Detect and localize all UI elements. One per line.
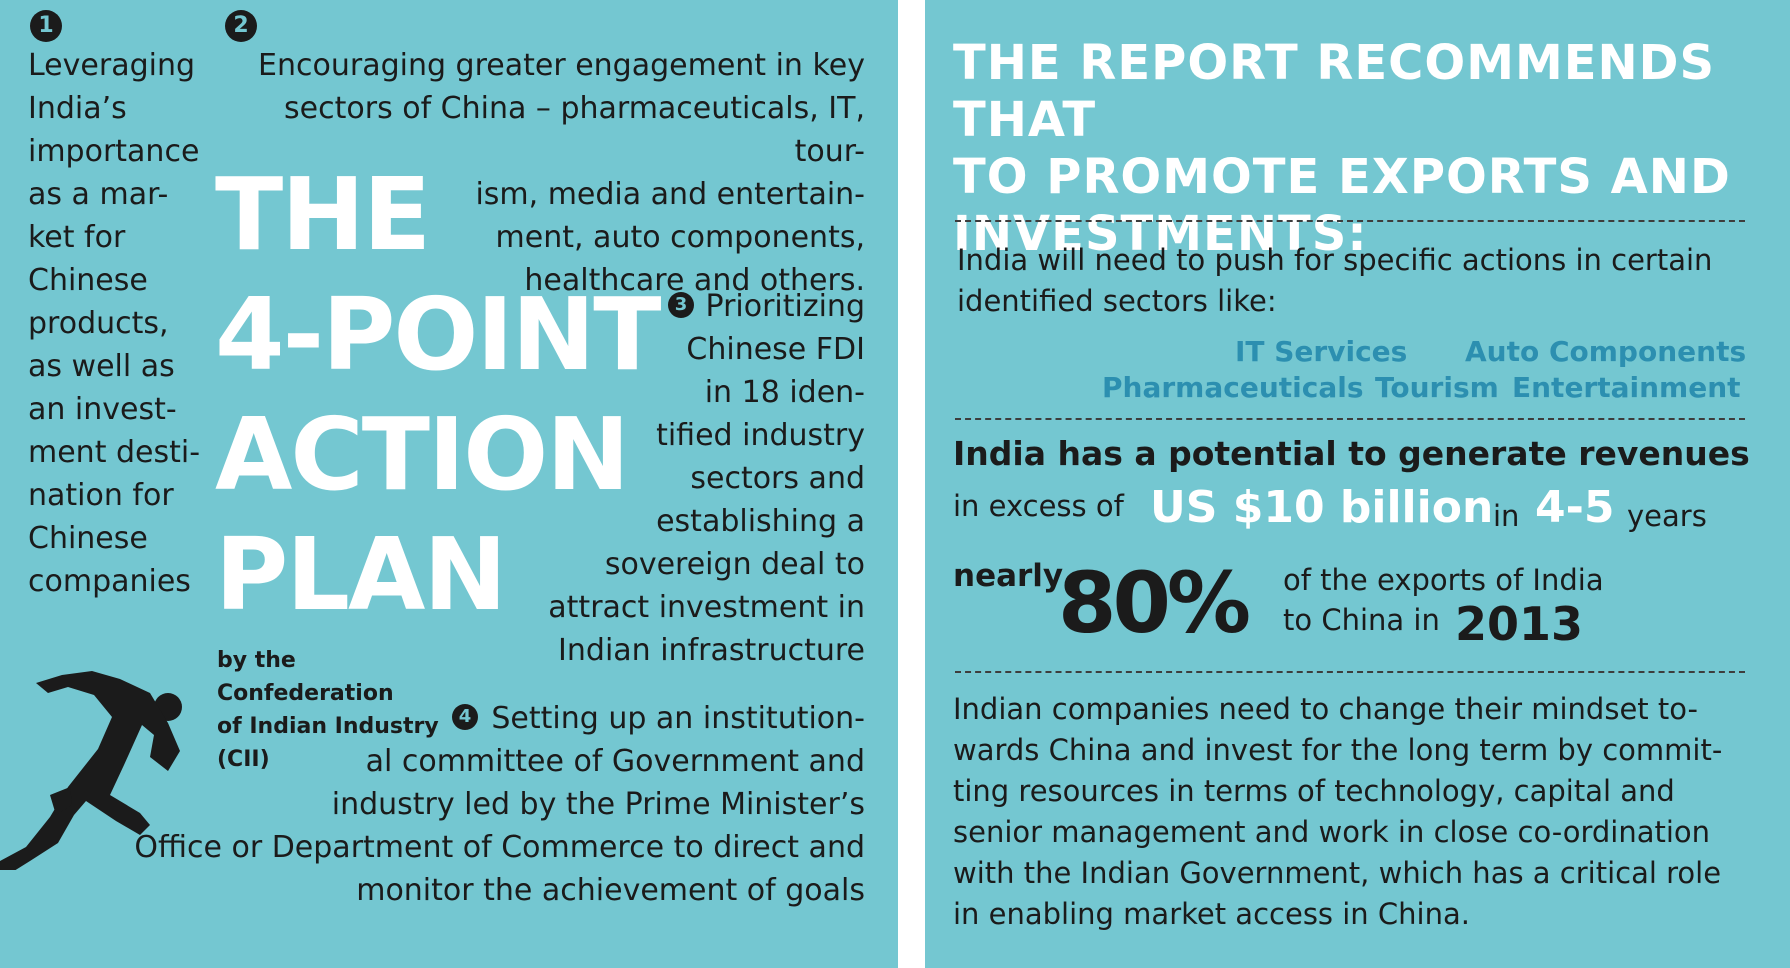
exports-line-1: of the exports of India: [1283, 563, 1604, 597]
sectors-intro: India will need to push for specific act…: [957, 243, 1713, 318]
years-word: years: [1627, 499, 1707, 533]
point-3-first-line: Prioritizing: [705, 289, 866, 324]
recommendations-panel: THE REPORT RECOMMENDS THAT TO PROMOTE EX…: [925, 0, 1790, 968]
source-credit: by the Confederation of Indian Industry …: [217, 648, 439, 772]
export-percent: 80%: [1058, 554, 1251, 652]
action-plan-panel: 1 2 Leveraging India’s importance as a m…: [0, 0, 898, 968]
title-line-2: 4-POINT: [215, 276, 661, 393]
point-4-first-line: Setting up an institution-: [491, 701, 865, 736]
point-3-text: Chinese FDI in 18 iden- tified industry …: [548, 332, 865, 668]
revenue-amount: US $10 billion: [1150, 482, 1494, 533]
export-year: 2013: [1455, 597, 1584, 651]
title-line-4: PLAN: [215, 516, 507, 633]
nearly-label: nearly: [953, 558, 1064, 594]
divider-1: [955, 220, 1745, 222]
marker-2: 2: [225, 10, 257, 42]
title-line-1: THE: [215, 156, 431, 273]
sector-tourism: Tourism: [1375, 371, 1499, 404]
recommendations-heading: THE REPORT RECOMMENDS THAT TO PROMOTE EX…: [953, 35, 1731, 262]
marker-4: 4: [452, 704, 478, 730]
closing-paragraph: Indian companies need to change their mi…: [953, 692, 1723, 931]
in-word: in: [1493, 499, 1520, 533]
point-4-text: al committee of Government and industry …: [134, 744, 865, 908]
excess-prefix: in excess of: [953, 489, 1124, 523]
runner-silhouette-icon: [0, 671, 182, 870]
point-2-text: Encouraging greater engagement in key se…: [258, 48, 865, 298]
revenue-period: 4-5: [1535, 482, 1615, 533]
sector-entertainment: Entertainment: [1512, 371, 1741, 404]
divider-2: [955, 418, 1745, 420]
divider-3: [955, 671, 1745, 673]
sector-auto-components: Auto Components: [1465, 335, 1747, 368]
marker-1: 1: [30, 10, 62, 42]
sector-it-services: IT Services: [1235, 335, 1408, 368]
marker-3: 3: [668, 292, 694, 318]
revenue-potential-heading: India has a potential to generate revenu…: [953, 434, 1750, 473]
title-line-3: ACTION: [215, 396, 630, 513]
exports-line-2: to China in: [1283, 603, 1440, 637]
sector-pharmaceuticals: Pharmaceuticals: [1102, 371, 1364, 404]
point-1-text: Leveraging India’s importance as a mar- …: [28, 48, 201, 599]
